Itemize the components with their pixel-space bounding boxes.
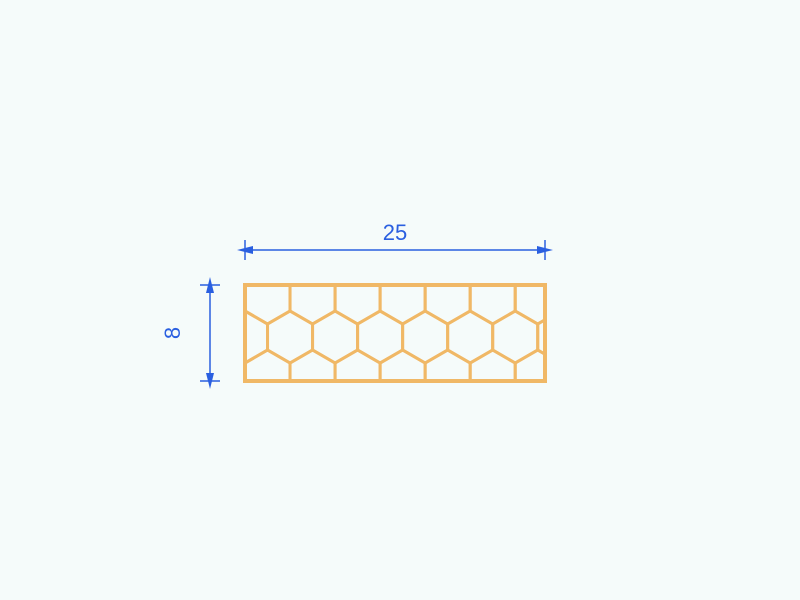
dim-width-label: 25 — [383, 220, 407, 245]
honeycomb-pattern — [200, 233, 673, 480]
dim-height-label: 8 — [160, 327, 185, 339]
